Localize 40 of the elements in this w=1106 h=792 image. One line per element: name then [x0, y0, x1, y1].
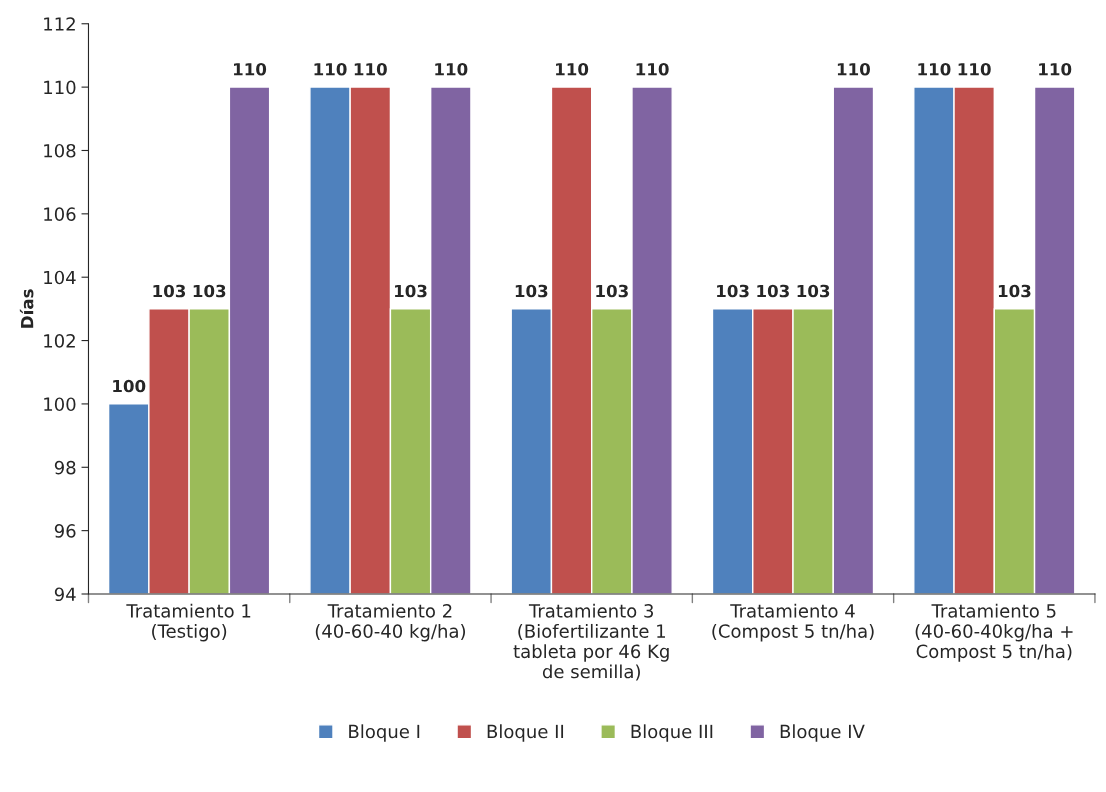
data-label: 110: [918, 62, 951, 76]
data-label: 103: [515, 284, 548, 298]
data-label: 110: [636, 62, 669, 76]
data-label: 110: [837, 62, 870, 76]
x-tick-label: Tratamiento 5 (40-60-40kg/ha + Compost 5 tn/ha): [915, 603, 1073, 662]
data-label: 110: [314, 62, 347, 76]
x-tick-label: Tratamiento 1 (Testigo): [126, 603, 251, 642]
data-label: 103: [757, 284, 789, 298]
y-tick-label: 108: [44, 143, 76, 158]
y-tick-label: 96: [54, 524, 76, 538]
data-label: 103: [153, 284, 186, 298]
data-label: 110: [435, 62, 468, 76]
data-label: 110: [1039, 62, 1072, 76]
data-label: 100: [113, 379, 146, 393]
legend-label: Bloque I: [349, 724, 420, 742]
x-tick-label: Tratamiento 2 (40-60-40 kg/ha): [315, 603, 466, 642]
y-tick-label: 110: [44, 80, 76, 95]
data-label: 103: [797, 284, 830, 298]
data-label: 103: [717, 284, 749, 298]
y-tick-label: 104: [44, 270, 76, 285]
legend-label: Bloque IV: [780, 724, 865, 742]
data-label: 110: [958, 62, 991, 76]
data-label: 103: [395, 284, 427, 298]
x-tick-label: Tratamiento 4 (Compost 5 tn/ha): [712, 603, 874, 642]
y-axis-title: Días: [19, 289, 34, 328]
data-label: 110: [354, 62, 387, 76]
y-tick-label: 112: [44, 17, 75, 31]
y-tick-label: 94: [54, 587, 76, 602]
x-tick-label: Tratamiento 3 (Biofertilizante 1 tableta por 46 Kg de semilla): [513, 603, 669, 681]
data-label: 103: [193, 284, 226, 298]
y-tick-label: 102: [44, 334, 75, 348]
data-label: 110: [234, 62, 267, 76]
y-tick-label: 106: [44, 207, 76, 221]
y-tick-label: 98: [54, 460, 76, 475]
y-tick-label: 100: [44, 397, 76, 412]
data-label: 103: [998, 284, 1031, 298]
data-label: 103: [596, 284, 628, 298]
data-label: 110: [556, 62, 589, 76]
legend-label: Bloque II: [487, 724, 564, 742]
legend-label: Bloque III: [631, 724, 713, 742]
